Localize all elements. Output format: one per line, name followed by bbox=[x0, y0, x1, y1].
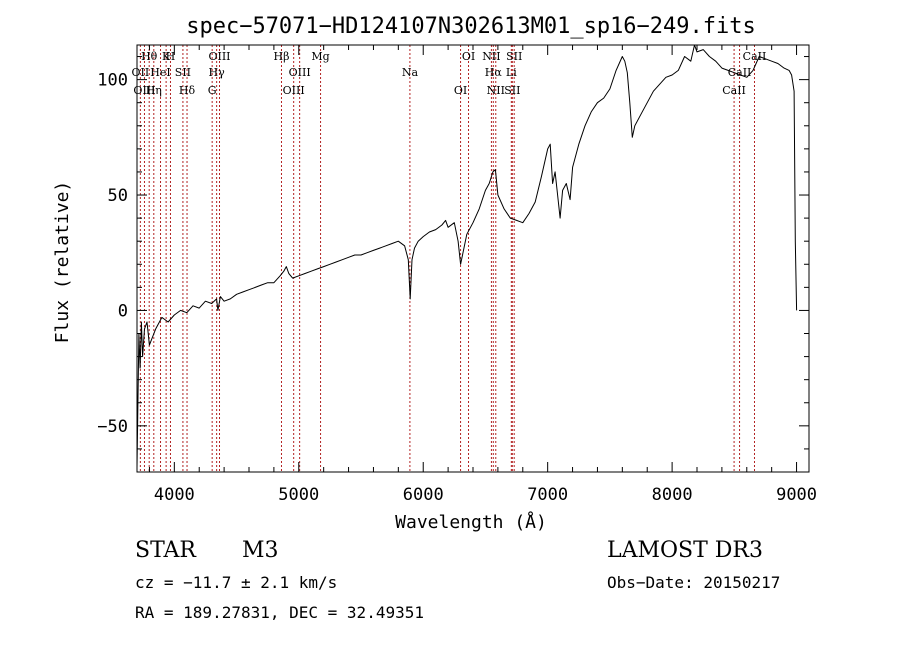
line-label: H bbox=[166, 50, 176, 63]
coordinates: RA = 189.27831, DEC = 32.49351 bbox=[135, 603, 424, 622]
line-label: OI bbox=[454, 84, 467, 97]
line-label: Li bbox=[506, 66, 517, 79]
x-tick-label: 5000 bbox=[278, 485, 319, 505]
line-label: Hβ bbox=[274, 50, 290, 63]
line-label: SII bbox=[504, 84, 520, 97]
line-labels: HθOIIOIIIKHeIHηHSIIHδOIIIHγGHβOIIIOIIIMg… bbox=[132, 50, 767, 97]
x-tick-label: 7000 bbox=[527, 485, 568, 505]
line-label: NII bbox=[487, 84, 505, 97]
x-tick-label: 8000 bbox=[652, 485, 693, 505]
x-tick-label: 6000 bbox=[403, 485, 444, 505]
object-class: STAR bbox=[135, 538, 196, 563]
line-label: G bbox=[208, 84, 217, 97]
x-tick-label: 4000 bbox=[154, 485, 195, 505]
line-markers bbox=[139, 45, 755, 472]
line-label: NII bbox=[482, 50, 500, 63]
line-label: OIII bbox=[289, 66, 311, 79]
line-label: OIII bbox=[283, 84, 305, 97]
line-label: OIII bbox=[133, 84, 155, 97]
line-label: K bbox=[162, 50, 171, 63]
line-label: OII bbox=[132, 66, 150, 79]
line-label: Hα bbox=[485, 66, 503, 79]
redshift-velocity: cz = −11.7 ± 2.1 km/s bbox=[135, 573, 338, 592]
y-tick-label: 100 bbox=[97, 71, 128, 91]
y-tick-label: 50 bbox=[108, 186, 128, 206]
y-axis-label: Flux (relative) bbox=[52, 181, 73, 344]
y-tick-label: −50 bbox=[97, 417, 128, 437]
plot-frame bbox=[136, 44, 810, 473]
line-label: HeI bbox=[150, 66, 170, 79]
spectrum-line bbox=[136, 44, 798, 468]
line-label: SII bbox=[175, 66, 191, 79]
axes bbox=[136, 44, 810, 473]
x-tick-label: 9000 bbox=[776, 485, 817, 505]
tick-labels: 4000 5000 6000 7000 8000 9000 −50 0 50 100 bbox=[97, 71, 817, 505]
y-tick-label: 0 bbox=[118, 301, 128, 321]
line-label: OIII bbox=[208, 50, 230, 63]
chart-title: spec−57071−HD124107N302613M01_sp16−249.f… bbox=[186, 14, 756, 39]
observation-date: Obs−Date: 20150217 bbox=[607, 573, 781, 592]
line-label: Hη bbox=[146, 84, 162, 97]
line-label: CaII bbox=[722, 84, 746, 97]
line-label: CaII bbox=[743, 50, 767, 63]
line-label: Mg bbox=[311, 50, 329, 63]
line-label: SII bbox=[506, 50, 522, 63]
x-axis-label: Wavelength (Å) bbox=[395, 511, 547, 533]
survey-name: LAMOST DR3 bbox=[607, 538, 763, 563]
line-label: CaII bbox=[728, 66, 752, 79]
line-label: Hγ bbox=[209, 66, 226, 79]
series-layer bbox=[136, 44, 798, 468]
object-subclass: M3 bbox=[242, 538, 279, 563]
line-label: OI bbox=[462, 50, 475, 63]
line-label: Na bbox=[402, 66, 419, 79]
line-label: Hθ bbox=[141, 50, 158, 63]
line-label: Hδ bbox=[179, 84, 196, 97]
